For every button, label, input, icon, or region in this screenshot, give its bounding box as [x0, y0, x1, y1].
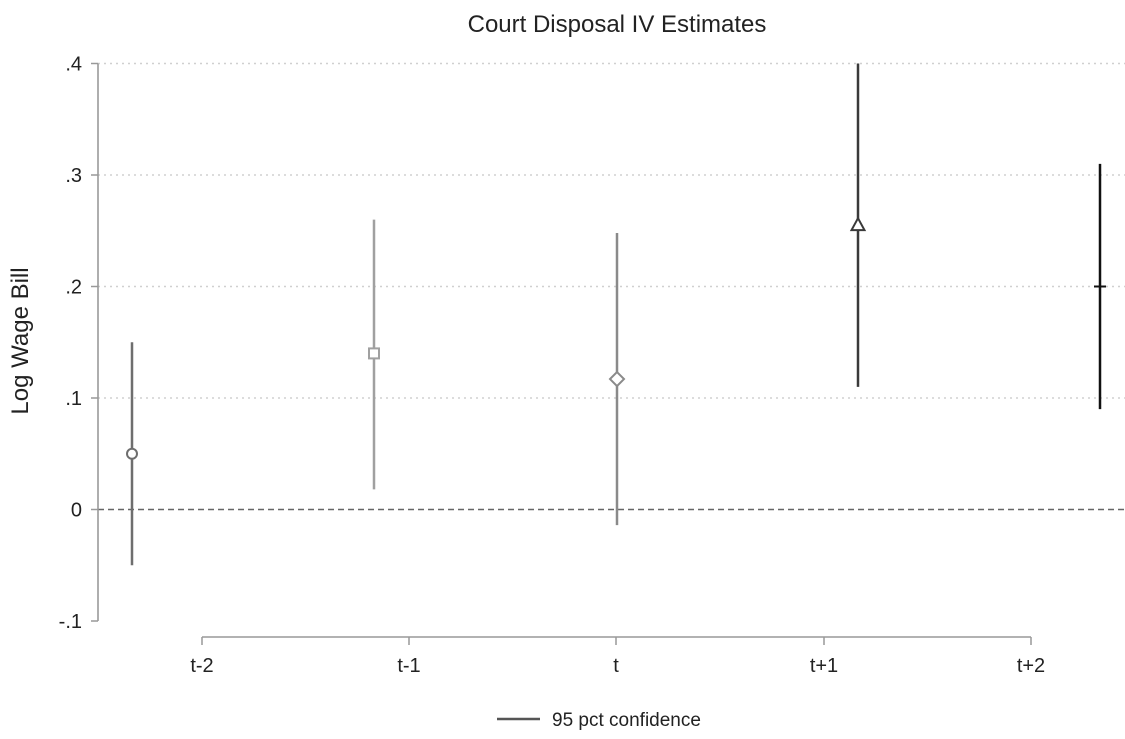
estimate-t	[608, 232, 626, 526]
estimate-t+2	[1094, 163, 1106, 410]
x-tick-label: t+1	[810, 655, 838, 677]
legend-label: 95 pct confidence	[552, 710, 701, 731]
x-tick-label: t-1	[397, 655, 420, 677]
y-tick-label: .4	[65, 54, 82, 76]
y-tick-label: 0	[71, 500, 82, 522]
triangle-marker	[849, 216, 867, 232]
y-tick-label: .2	[65, 277, 82, 299]
square-marker	[368, 347, 380, 360]
estimate-t-2	[126, 342, 138, 566]
y-tick-label: -.1	[59, 611, 82, 633]
diamond-marker	[608, 370, 626, 388]
estimate-t+1	[849, 63, 867, 387]
circle-marker	[126, 447, 138, 460]
chart-title: Court Disposal IV Estimates	[468, 11, 767, 38]
x-tick-label: t-2	[190, 655, 213, 677]
legend: 95 pct confidence	[497, 710, 701, 731]
gridlines	[98, 62, 1125, 511]
y-tick-label: .3	[65, 165, 82, 187]
x-tick-label: t	[613, 655, 619, 677]
estimate-t-1	[368, 219, 380, 490]
x-tick-label: t+2	[1017, 655, 1045, 677]
y-axis-label: Log Wage Bill	[7, 267, 34, 414]
y-tick-label: .1	[65, 388, 82, 410]
axes: .4 .3 .2 .1 0 -.1 t-2 t-1 t t+1 t+2	[59, 54, 1046, 678]
plot-marks	[126, 63, 1106, 566]
